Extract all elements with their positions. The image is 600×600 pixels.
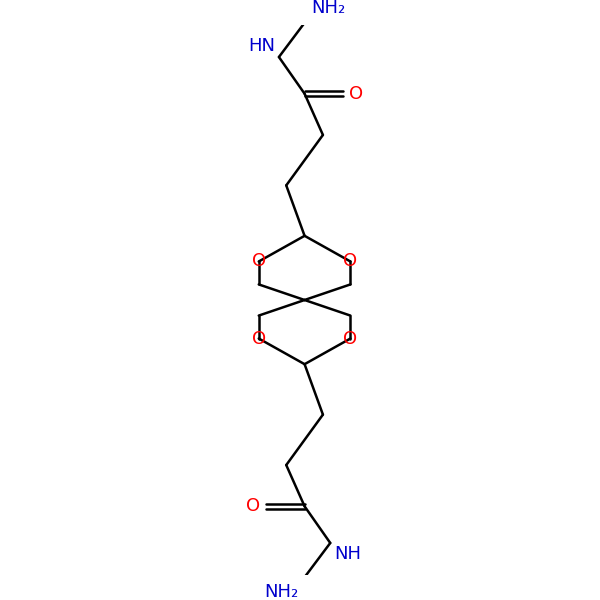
Text: O: O [251,253,266,271]
Text: NH: NH [334,545,361,563]
Text: O: O [251,329,266,347]
Text: O: O [349,85,363,103]
Text: NH₂: NH₂ [264,583,298,600]
Text: O: O [343,253,358,271]
Text: O: O [343,329,358,347]
Text: HN: HN [248,37,275,55]
Text: O: O [247,497,260,515]
Text: NH₂: NH₂ [311,0,345,17]
